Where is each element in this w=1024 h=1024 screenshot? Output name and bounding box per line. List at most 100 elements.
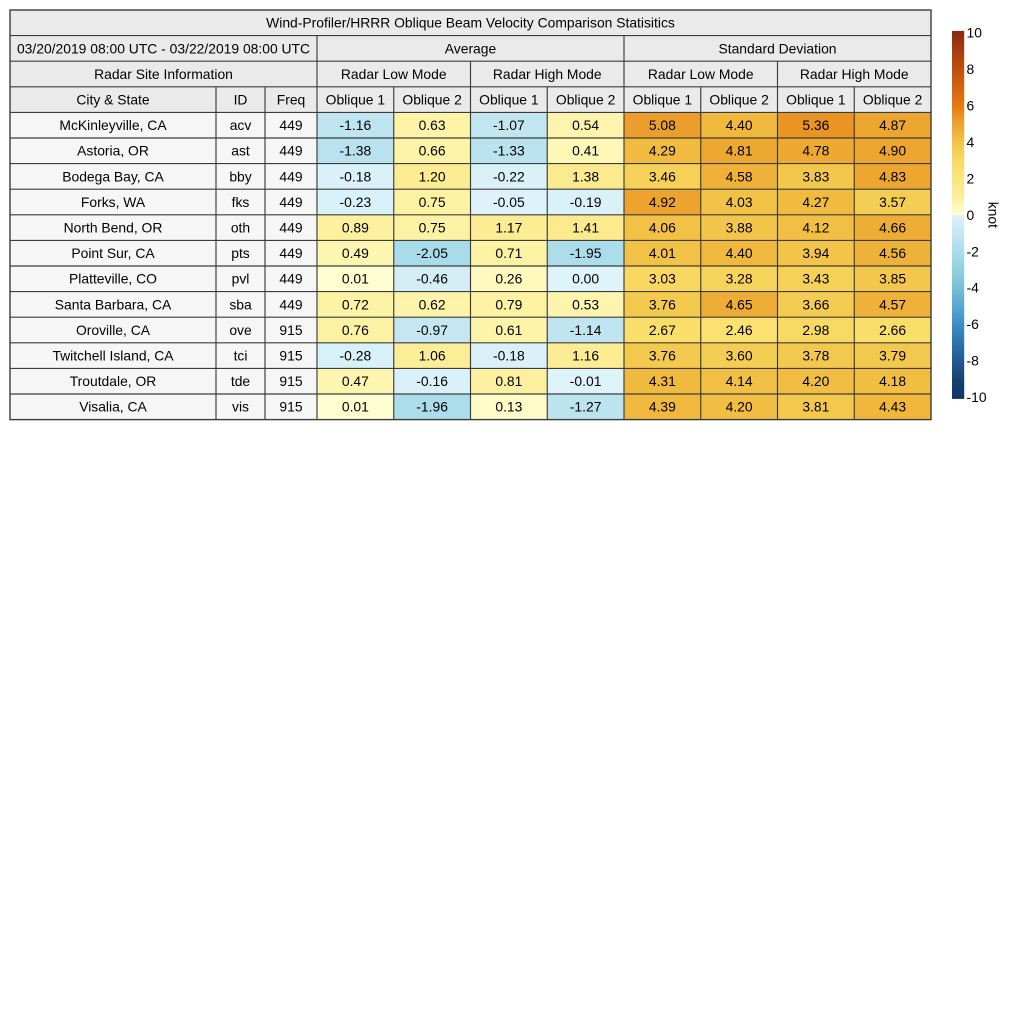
svg-text:4.92: 4.92 [649, 194, 676, 210]
svg-text:0.41: 0.41 [572, 143, 599, 159]
svg-text:City & State: City & State [76, 92, 150, 108]
svg-text:4.27: 4.27 [802, 194, 829, 210]
svg-text:-0.19: -0.19 [570, 194, 602, 210]
svg-text:4.90: 4.90 [879, 143, 906, 159]
svg-text:-1.14: -1.14 [570, 322, 602, 338]
svg-text:Radar Site Information: Radar Site Information [94, 66, 233, 82]
svg-text:-0.22: -0.22 [493, 168, 525, 184]
svg-text:4: 4 [967, 134, 975, 150]
svg-text:0: 0 [967, 207, 975, 223]
svg-text:Oblique 1: Oblique 1 [633, 92, 693, 108]
svg-text:4.29: 4.29 [649, 143, 676, 159]
svg-text:Oblique 2: Oblique 2 [709, 92, 769, 108]
svg-text:4.20: 4.20 [726, 399, 753, 415]
svg-text:0.00: 0.00 [572, 271, 599, 287]
svg-text:3.46: 3.46 [649, 168, 676, 184]
svg-text:pts: pts [231, 245, 250, 261]
svg-text:Radar High Mode: Radar High Mode [800, 66, 909, 82]
svg-text:North Bend, OR: North Bend, OR [64, 220, 163, 236]
svg-text:4.87: 4.87 [879, 117, 906, 133]
svg-text:4.14: 4.14 [726, 373, 753, 389]
svg-text:3.79: 3.79 [879, 348, 906, 364]
svg-text:Standard Deviation: Standard Deviation [718, 40, 836, 56]
svg-text:3.94: 3.94 [802, 245, 829, 261]
svg-text:915: 915 [279, 399, 302, 415]
svg-text:1.41: 1.41 [572, 220, 599, 236]
svg-text:3.85: 3.85 [879, 271, 906, 287]
svg-text:-0.97: -0.97 [416, 322, 448, 338]
svg-text:Santa Barbara, CA: Santa Barbara, CA [55, 296, 172, 312]
svg-text:0.66: 0.66 [419, 143, 446, 159]
svg-text:915: 915 [279, 348, 302, 364]
svg-text:-0.28: -0.28 [340, 348, 372, 364]
svg-text:4.43: 4.43 [879, 399, 906, 415]
svg-text:2.46: 2.46 [726, 322, 753, 338]
svg-text:0.54: 0.54 [572, 117, 599, 133]
svg-text:3.83: 3.83 [802, 168, 829, 184]
svg-text:-0.23: -0.23 [340, 194, 372, 210]
svg-text:6: 6 [967, 98, 975, 114]
svg-text:0.71: 0.71 [495, 245, 522, 261]
svg-text:bby: bby [229, 168, 251, 184]
svg-text:1.17: 1.17 [495, 220, 522, 236]
svg-text:3.43: 3.43 [802, 271, 829, 287]
svg-text:915: 915 [279, 322, 302, 338]
svg-text:Oblique 1: Oblique 1 [326, 92, 386, 108]
svg-text:3.28: 3.28 [726, 271, 753, 287]
svg-text:Visalia, CA: Visalia, CA [79, 399, 147, 415]
svg-text:4.58: 4.58 [726, 168, 753, 184]
svg-text:-0.46: -0.46 [416, 271, 448, 287]
svg-text:0.75: 0.75 [419, 220, 446, 236]
svg-text:Radar High Mode: Radar High Mode [493, 66, 602, 82]
svg-text:1.16: 1.16 [572, 348, 599, 364]
svg-text:4.20: 4.20 [802, 373, 829, 389]
svg-text:0.49: 0.49 [342, 245, 369, 261]
svg-text:2.66: 2.66 [879, 322, 906, 338]
svg-text:1.38: 1.38 [572, 168, 599, 184]
svg-text:4.40: 4.40 [726, 117, 753, 133]
svg-text:vis: vis [232, 399, 249, 415]
svg-text:915: 915 [279, 373, 302, 389]
svg-text:449: 449 [279, 143, 302, 159]
svg-text:knot: knot [986, 202, 1002, 228]
svg-text:ast: ast [231, 143, 250, 159]
svg-text:0.53: 0.53 [572, 296, 599, 312]
svg-text:2: 2 [967, 170, 975, 186]
svg-text:-0.01: -0.01 [570, 373, 602, 389]
svg-text:449: 449 [279, 296, 302, 312]
svg-text:-2: -2 [967, 243, 980, 259]
svg-text:-6: -6 [967, 316, 980, 332]
svg-text:0.26: 0.26 [495, 271, 522, 287]
svg-text:3.81: 3.81 [802, 399, 829, 415]
svg-text:0.62: 0.62 [419, 296, 446, 312]
svg-text:449: 449 [279, 220, 302, 236]
svg-text:8: 8 [967, 61, 975, 77]
svg-text:-0.05: -0.05 [493, 194, 525, 210]
svg-text:Freq: Freq [277, 92, 306, 108]
svg-text:Platteville, CO: Platteville, CO [69, 271, 157, 287]
svg-text:10: 10 [967, 25, 983, 41]
svg-text:-4: -4 [967, 280, 980, 296]
svg-text:ove: ove [229, 322, 252, 338]
svg-text:4.18: 4.18 [879, 373, 906, 389]
svg-text:Astoria, OR: Astoria, OR [77, 143, 149, 159]
svg-text:3.60: 3.60 [726, 348, 753, 364]
svg-text:Troutdale, OR: Troutdale, OR [70, 373, 157, 389]
svg-text:0.01: 0.01 [342, 399, 369, 415]
svg-text:-2.05: -2.05 [416, 245, 448, 261]
svg-text:-0.18: -0.18 [493, 348, 525, 364]
svg-text:sba: sba [229, 296, 252, 312]
svg-text:-1.33: -1.33 [493, 143, 525, 159]
svg-text:-1.38: -1.38 [340, 143, 372, 159]
svg-text:5.36: 5.36 [802, 117, 829, 133]
svg-text:3.03: 3.03 [649, 271, 676, 287]
svg-text:0.76: 0.76 [342, 322, 369, 338]
svg-text:0.72: 0.72 [342, 296, 369, 312]
svg-text:4.31: 4.31 [649, 373, 676, 389]
svg-text:Forks, WA: Forks, WA [81, 194, 146, 210]
svg-text:2.67: 2.67 [649, 322, 676, 338]
svg-text:0.81: 0.81 [495, 373, 522, 389]
svg-text:4.81: 4.81 [726, 143, 753, 159]
svg-text:ID: ID [234, 92, 248, 108]
svg-text:Bodega Bay, CA: Bodega Bay, CA [62, 168, 164, 184]
